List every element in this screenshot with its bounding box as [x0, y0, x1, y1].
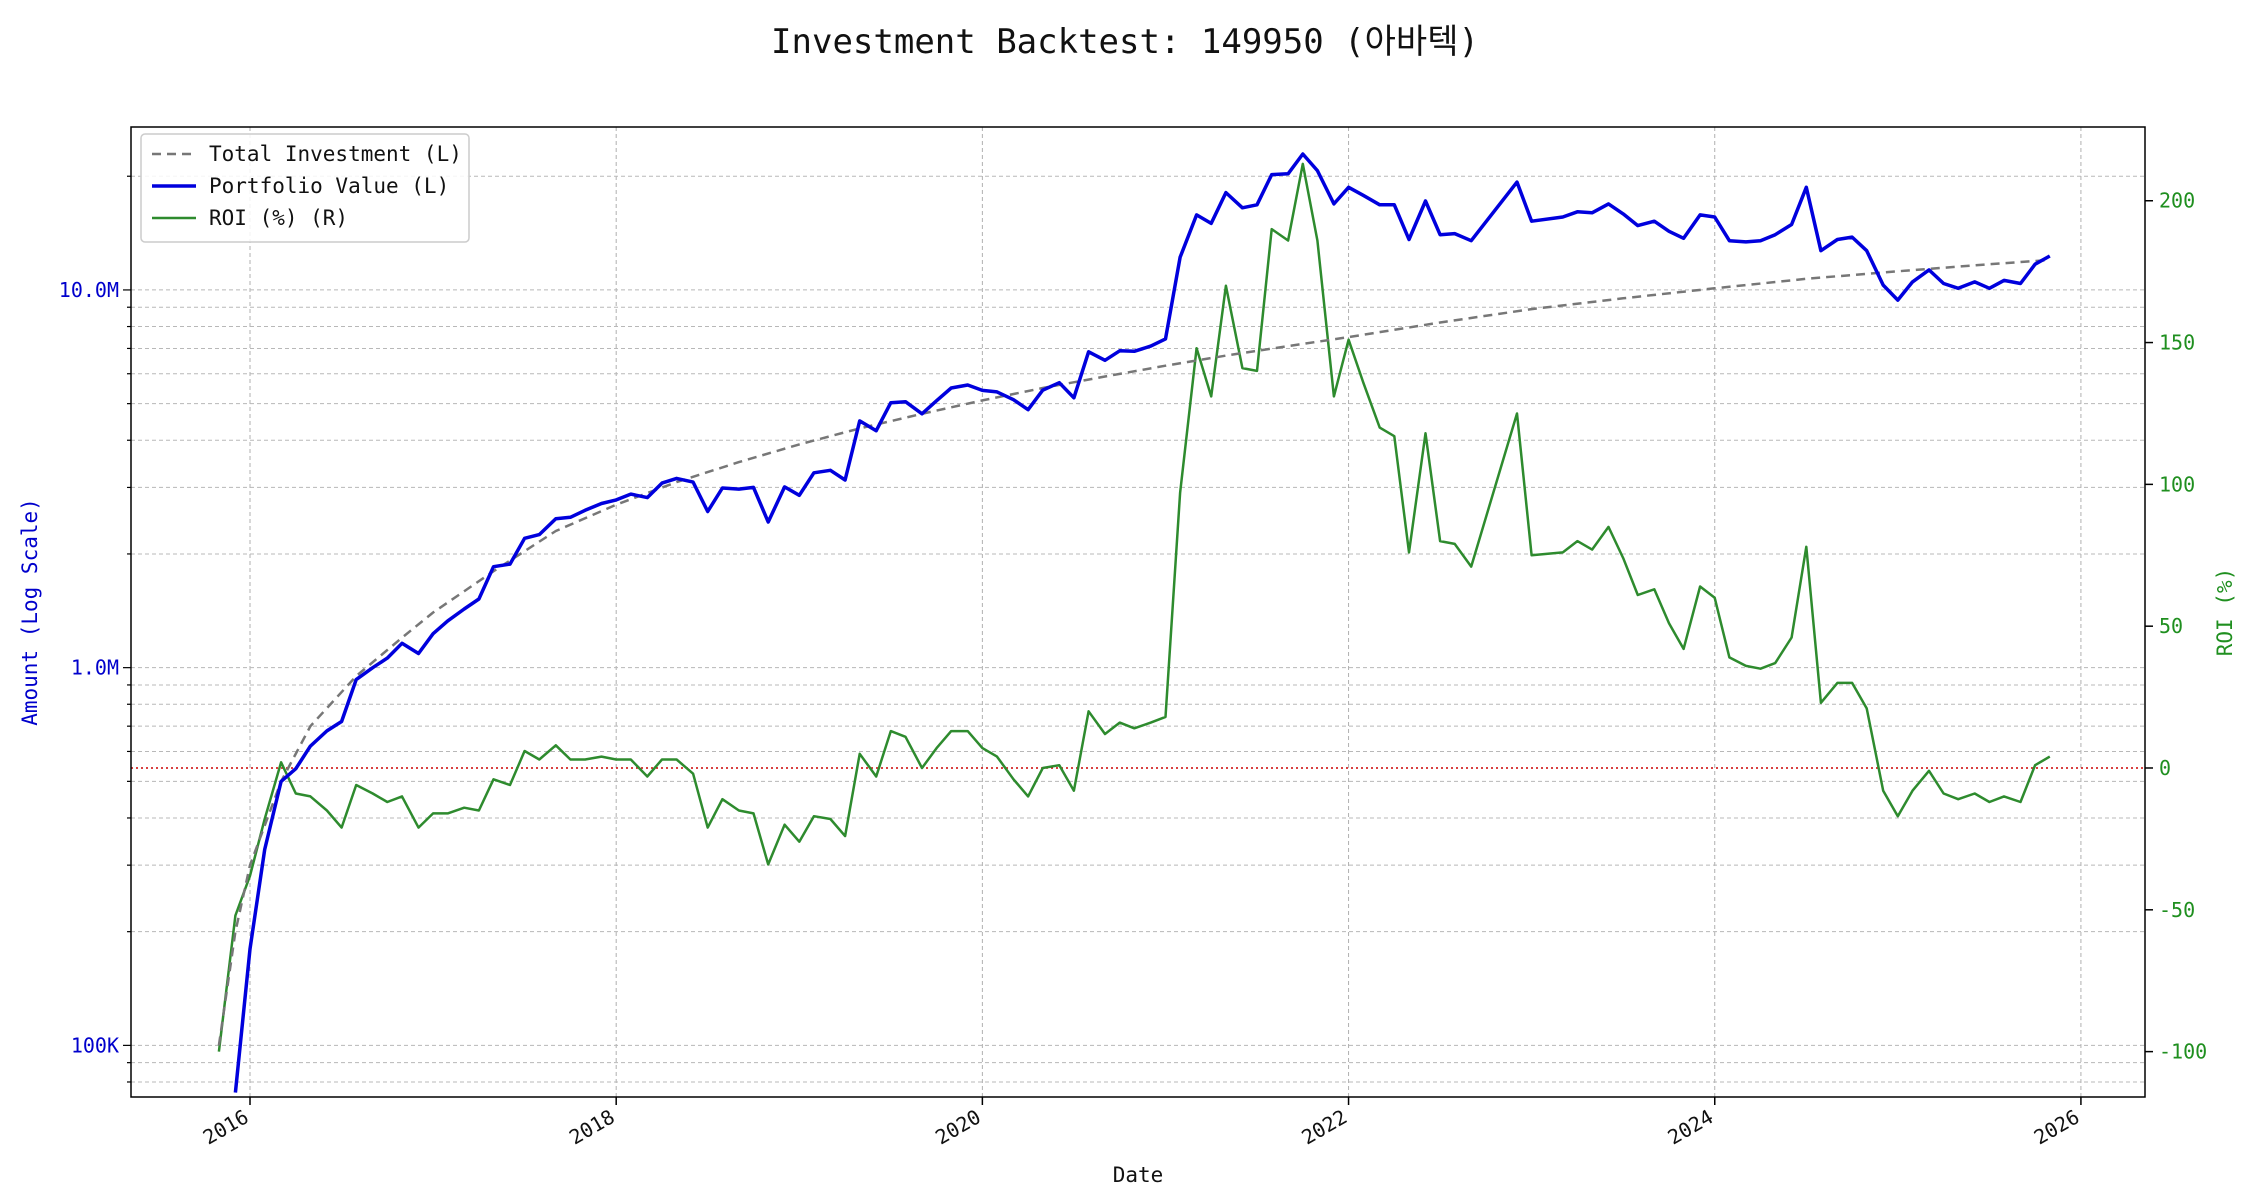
grid-lines	[131, 127, 2145, 1097]
legend-label-portfolio-value: Portfolio Value (L)	[209, 174, 449, 198]
x-axis-label: Date	[1113, 1163, 1164, 1187]
y-right-tick-label: 150	[2159, 331, 2195, 355]
y-axis-right-label: ROI (%)	[2213, 568, 2237, 657]
x-tick-label: 2020	[931, 1105, 985, 1150]
y-right-tick-label: 200	[2159, 189, 2195, 213]
legend-label-total-investment: Total Investment (L)	[209, 142, 462, 166]
x-tick-label: 2026	[2030, 1105, 2084, 1150]
y-left-tick-label: 100K	[71, 1033, 119, 1057]
x-tick-label: 2016	[199, 1105, 253, 1150]
y-axis-left-label: Amount (Log Scale)	[18, 498, 42, 726]
x-tick-label: 2022	[1297, 1105, 1351, 1150]
y-left-tick-label: 10.0M	[59, 278, 119, 302]
x-tick-label: 2018	[565, 1105, 619, 1150]
x-tick-label: 2024	[1664, 1105, 1718, 1150]
chart-title: Investment Backtest: 149950 (아바텍)	[771, 22, 1479, 62]
legend-box	[140, 133, 470, 243]
y-right-tick-label: 0	[2159, 756, 2171, 780]
y-right-tick-label: 50	[2159, 614, 2183, 638]
legend-label-roi: ROI (%) (R)	[209, 206, 348, 230]
total-investment-line	[217, 258, 2050, 1046]
series-layer	[217, 152, 2051, 1093]
y-right-tick-label: -50	[2159, 898, 2195, 922]
legend: Total Investment (L) Portfolio Value (L)…	[140, 133, 470, 243]
roi-line	[217, 162, 2051, 1052]
y-left-tick-label: 1.0M	[71, 656, 119, 680]
portfolio-value-line	[233, 152, 2051, 1093]
y-right-tick-label: 100	[2159, 472, 2195, 496]
plot-frame	[130, 126, 2146, 1098]
y-right-tick-label: -100	[2159, 1040, 2207, 1064]
